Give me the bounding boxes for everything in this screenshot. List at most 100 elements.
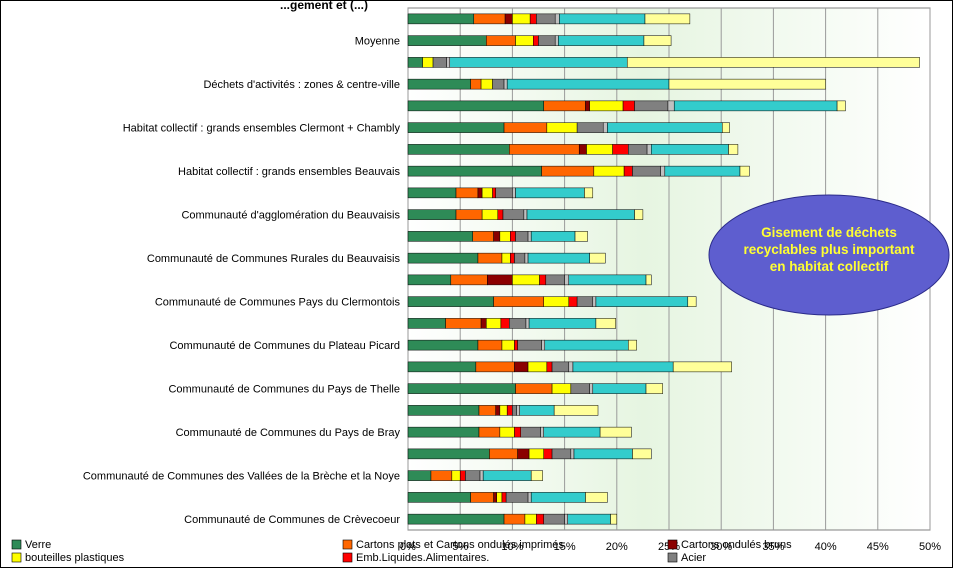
bar-segment — [509, 318, 527, 329]
bar-segment — [592, 296, 597, 307]
x-tick-label: 30% — [710, 541, 732, 553]
bar-segment — [510, 252, 515, 264]
category-label: Communauté de Communes du Pays de Bray — [176, 427, 401, 439]
bar-segment — [645, 274, 652, 286]
bar-segment — [626, 57, 920, 68]
bar-segment — [530, 492, 586, 503]
bar-segment — [493, 296, 544, 307]
bar-segment — [407, 405, 480, 416]
x-tick-label: 0% — [400, 541, 416, 553]
bar-segment — [574, 231, 588, 242]
bar-segment — [595, 296, 689, 307]
bar-segment — [622, 100, 635, 112]
bar-segment — [589, 383, 594, 394]
bar-segment — [526, 209, 635, 220]
bar-segment — [543, 296, 570, 307]
bar-segment — [568, 361, 574, 373]
bar-segment — [486, 318, 502, 329]
bar-segment — [538, 35, 556, 46]
bar-segment — [450, 274, 488, 286]
bars-group — [407, 13, 920, 525]
bar-segment — [446, 57, 451, 68]
bar-segment — [422, 57, 434, 68]
legend-swatch — [667, 552, 678, 563]
bar-segment — [559, 13, 646, 25]
legend-label: Cartons ondulés bruns — [681, 539, 792, 551]
legend: Verre Cartons plats et Cartons ondulés im… — [11, 539, 792, 564]
bar-segment — [628, 339, 637, 351]
bar-segment — [576, 122, 604, 133]
bar-segment — [514, 339, 518, 351]
bar-segment — [607, 122, 723, 133]
bar-segment — [673, 100, 838, 112]
bar-segment — [515, 383, 553, 394]
bar-segment — [512, 274, 540, 286]
bar-segment — [660, 165, 666, 177]
bar-segment — [493, 231, 501, 242]
bar-segment — [499, 231, 511, 242]
bar-segment — [407, 122, 505, 133]
bar-segment — [543, 100, 586, 112]
bar-segment — [536, 13, 556, 25]
x-tick-label: 20% — [606, 541, 628, 553]
legend-swatch — [667, 539, 678, 550]
bar-segment — [407, 165, 542, 177]
bar-segment — [672, 361, 732, 373]
bar-segment — [486, 35, 516, 46]
bar-segment — [407, 57, 423, 68]
bar-segment — [687, 296, 697, 307]
bar-segment — [407, 274, 452, 286]
bar-segment — [520, 426, 541, 438]
bar-segment — [506, 78, 670, 90]
bar-segment — [480, 78, 493, 90]
bar-segment — [568, 296, 578, 307]
legend-label: Emb.Liquides.Alimentaires. — [356, 552, 489, 564]
bar-segment — [492, 78, 505, 90]
callout-ellipse: Gisement de déchets recyclables plus impo… — [708, 194, 950, 316]
bar-segment — [407, 513, 505, 525]
category-labels: Moyenne Déchets d'activités : zones & cen… — [83, 36, 401, 527]
bar-segment — [572, 361, 674, 373]
bar-segment — [612, 144, 629, 155]
bar-segment — [530, 231, 576, 242]
bar-segment — [502, 209, 525, 220]
bar-segment — [504, 13, 513, 25]
legend-swatch — [11, 539, 22, 550]
bar-segment — [478, 426, 501, 438]
bar-segment — [509, 144, 580, 155]
x-tick-label: 35% — [762, 541, 784, 553]
x-tick-label: 40% — [815, 541, 837, 553]
bar-segment — [595, 318, 617, 329]
bar-segment — [470, 492, 494, 503]
bar-segment — [599, 426, 632, 438]
bar-segment — [551, 448, 572, 460]
bar-segment — [501, 252, 511, 264]
bar-segment — [553, 405, 599, 416]
bar-segment — [512, 405, 517, 416]
bar-segment — [602, 122, 608, 133]
bar-segment — [465, 470, 481, 481]
bar-segment — [541, 339, 546, 351]
bar-segment — [536, 513, 544, 525]
bar-segment — [628, 144, 648, 155]
bar-segment — [492, 187, 496, 199]
bar-segment — [459, 470, 466, 481]
bar-segment — [533, 35, 539, 46]
bar-segment — [407, 231, 473, 242]
bar-segment — [479, 470, 484, 481]
bar-segment — [489, 448, 518, 460]
bar-segment — [543, 513, 565, 525]
x-tick-label: 10% — [501, 541, 523, 553]
bar-segment — [407, 361, 477, 373]
bar-segment — [451, 470, 461, 481]
category-label: Communauté de Communes de Crèvecoeur — [184, 514, 400, 526]
category-label: Habitat collectif : grands ensembles Bea… — [178, 166, 400, 178]
bar-segment — [475, 361, 515, 373]
bar-segment — [477, 252, 503, 264]
bar-segment — [495, 405, 501, 416]
bar-segment — [500, 318, 510, 329]
bar-segment — [721, 122, 730, 133]
bar-segment — [568, 274, 647, 286]
bar-segment — [610, 513, 618, 525]
